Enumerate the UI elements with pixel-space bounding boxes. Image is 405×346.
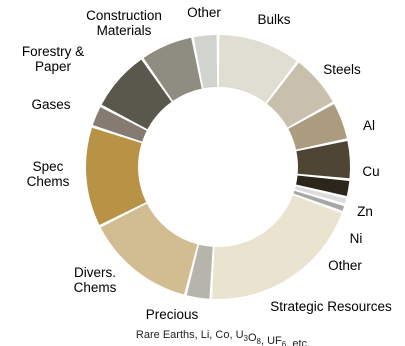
label-bulks-0: Bulks	[257, 12, 290, 27]
label-al-2: Al	[363, 118, 375, 133]
slice-precious-8	[186, 244, 213, 299]
slice-other-6	[293, 190, 345, 211]
label-steels-1: Steels	[323, 62, 361, 77]
label-other-14: Other	[187, 5, 221, 20]
slice-bulks-0	[218, 35, 297, 103]
slice-other-14	[193, 35, 218, 89]
slices-group	[86, 35, 350, 300]
label-divers-chems-9: Divers. Chems	[74, 265, 117, 295]
strategic-resources-note: Rare Earths, Li, Co, U3O8, UF6, etc.	[136, 329, 310, 346]
labels-group: Bulks Steels Al Cu Zn Ni Other Strategic Resour…	[22, 5, 392, 322]
label-forestry-and-paper-12: Forestry & Paper	[22, 44, 84, 74]
label-zn-4: Zn	[357, 204, 373, 219]
slice-al-2	[288, 104, 347, 150]
label-strategic-resources-7: Strategic Resources	[270, 299, 392, 314]
slice-gases-11	[92, 107, 147, 142]
slice-divers-chems-9	[100, 203, 198, 295]
slice-strategic-resources-7	[212, 195, 342, 300]
slice-steels-1	[266, 62, 333, 128]
label-other-6: Other	[328, 258, 362, 273]
label-spec-chems-10: Spec Chems	[27, 159, 70, 189]
label-cu-3: Cu	[362, 164, 379, 179]
slice-forestry-and-paper-12	[101, 59, 172, 130]
slice-ni-5	[294, 186, 347, 204]
slice-cu-3	[296, 140, 350, 179]
label-construction-materials-13: Construction Materials	[86, 8, 162, 38]
label-gases-11: Gases	[31, 97, 70, 112]
slice-spec-chems-10	[86, 127, 147, 225]
label-precious-8: Precious	[146, 307, 199, 322]
label-ni-5: Ni	[350, 231, 363, 246]
slice-construction-materials-13	[143, 37, 202, 101]
slice-zn-4	[296, 175, 350, 196]
